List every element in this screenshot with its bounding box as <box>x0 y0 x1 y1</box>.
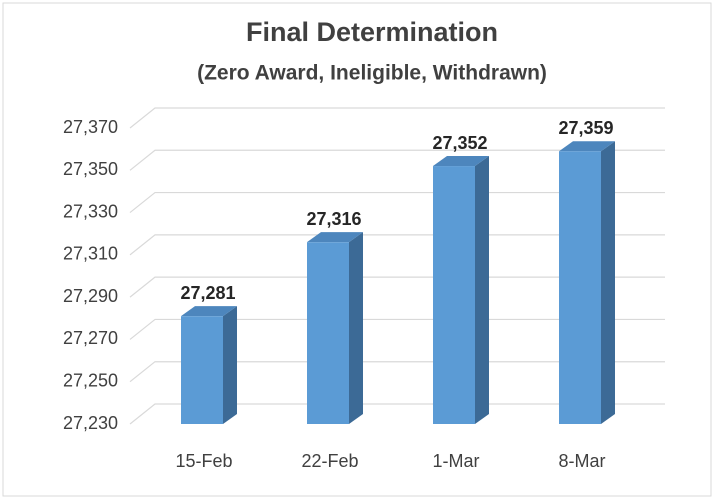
bar-side <box>223 306 237 424</box>
value-label: 27,281 <box>180 283 235 303</box>
y-tick-label: 27,250 <box>63 370 118 390</box>
grid-line <box>129 276 665 298</box>
chart-subtitle: (Zero Award, Ineligible, Withdrawn) <box>197 62 547 85</box>
chart-title: Final Determination <box>246 17 498 47</box>
bar <box>433 166 475 425</box>
x-tick-label: 1-Mar <box>432 451 479 471</box>
x-tick-label: 8-Mar <box>558 451 605 471</box>
bar-side <box>601 141 615 424</box>
x-tick-label: 15-Feb <box>175 451 232 471</box>
grid-line <box>129 361 665 383</box>
y-tick-label: 27,310 <box>63 244 118 264</box>
grid-line <box>129 403 665 425</box>
bar <box>181 316 223 424</box>
value-label: 27,352 <box>432 133 487 153</box>
y-tick-label: 27,330 <box>63 201 118 221</box>
grid-line <box>129 234 665 256</box>
y-tick-label: 27,350 <box>63 159 118 179</box>
grid-line <box>129 149 665 171</box>
bar-top <box>181 306 237 317</box>
y-tick-label: 27,370 <box>63 117 118 137</box>
y-tick-label: 27,270 <box>63 328 118 348</box>
grid-line <box>129 191 665 214</box>
value-label: 27,316 <box>306 209 361 229</box>
value-label: 27,359 <box>558 118 613 138</box>
bar-top <box>307 232 363 243</box>
bar-top <box>433 156 489 167</box>
bar <box>559 151 601 424</box>
bar-top <box>559 141 615 152</box>
bar-side <box>475 156 489 425</box>
grid-line <box>129 318 665 340</box>
bar <box>307 242 349 424</box>
x-tick-label: 22-Feb <box>301 451 358 471</box>
bar-side <box>349 232 363 424</box>
grid-line <box>129 107 665 129</box>
y-tick-label: 27,230 <box>63 413 118 433</box>
y-tick-label: 27,290 <box>63 286 118 306</box>
